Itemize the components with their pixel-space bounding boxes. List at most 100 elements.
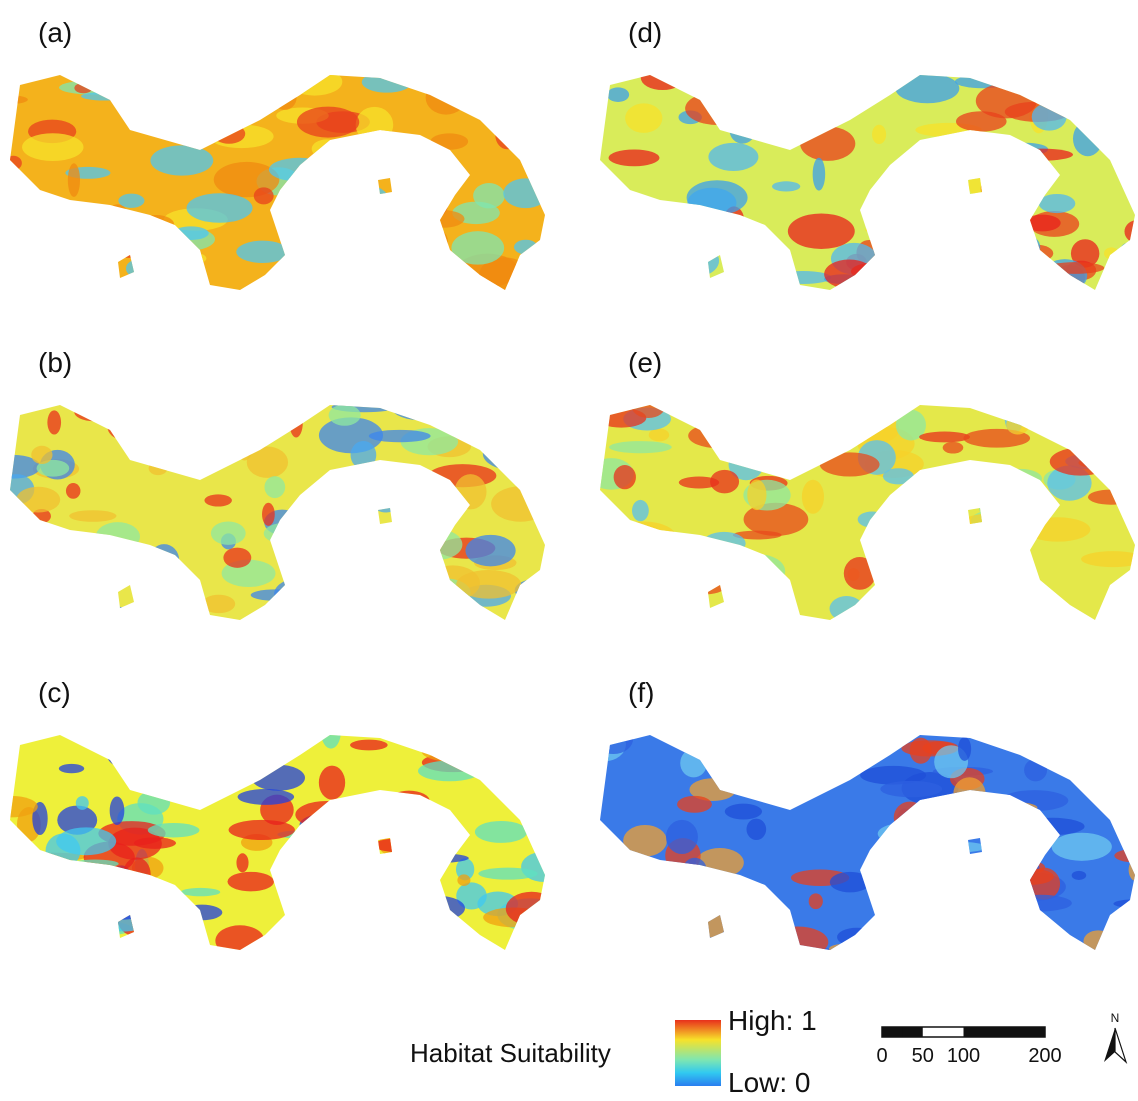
map-patch [907,251,971,270]
map-patch [926,228,942,245]
map-patch [915,947,933,959]
map-patch [943,234,964,254]
map-panel: (b) [0,347,565,634]
map-panel: (c) [0,677,566,960]
map-patch [365,267,399,295]
map-patch [1113,434,1138,451]
map-patch [412,529,462,560]
map-patch [270,926,337,958]
map-patch [269,158,330,182]
map-patch [280,560,321,579]
map-patch [289,408,302,438]
map-patch [1083,930,1113,952]
map-patch [398,871,425,881]
map-patch [59,764,84,773]
map-patch [685,92,751,125]
map-patch [350,740,388,751]
map-patch [22,133,83,161]
map-patch [720,227,747,236]
map-patch [1104,247,1119,259]
map-patch [952,601,974,610]
map-patch [90,899,155,931]
map-patch [365,903,395,930]
map-patch [874,199,893,227]
map-patch [960,561,977,585]
habitat-map [0,383,565,634]
map-patch [514,240,538,255]
map-patch [858,511,887,527]
map-patch [59,80,127,94]
map-patch [334,485,372,496]
map-patch [451,412,476,439]
map-patch [320,230,339,247]
map-patch [837,928,876,947]
scale-bar: 050100200 [876,1027,1061,1067]
map-patch [1032,103,1067,131]
map-patch [1108,587,1138,612]
map-patch [616,283,668,297]
map-patch [506,892,558,926]
map-patch [321,218,383,250]
map-patch [96,522,140,551]
map-patch [781,747,825,764]
map-patch [414,896,465,920]
map-patch [824,70,837,105]
map-patch [1020,818,1084,835]
map-patch [901,565,958,575]
map-patch [592,523,630,538]
map-patch [342,549,407,576]
map-patch [1030,166,1051,175]
map-patch [457,874,470,886]
map-patch [681,571,738,583]
map-patch [517,455,531,484]
map-patch [422,741,484,762]
map-patch [980,174,1044,203]
map-patch [875,541,891,577]
map-patch [924,842,987,853]
map-patch [602,526,637,548]
map-patch [514,412,536,421]
map-patch [262,503,275,526]
map-patch [392,476,443,486]
map-patch [627,203,655,211]
map-patch [466,278,494,292]
map-patch [251,765,305,791]
map-patch [809,722,843,744]
map-patch [367,586,389,602]
legend-low: Low: 0 [728,1067,811,1096]
map-patch [809,893,823,909]
map-patch [81,92,128,100]
map-patch [943,172,967,187]
map-patch [649,429,670,442]
map-patch [299,542,317,555]
map-patch [656,533,704,545]
map-patch [733,554,785,588]
map-patch [1117,243,1138,278]
map-patch [607,87,629,102]
map-patch [963,513,1020,531]
map-patch [0,888,27,901]
map-patch [376,542,426,566]
map-patch [329,405,361,426]
map-patch [900,889,933,916]
map-patch [666,820,698,854]
map-patch [402,853,469,863]
map-patch [397,200,415,209]
map-patch [949,484,1008,502]
map-patch [877,499,937,532]
map-patch [690,211,737,243]
map-patch [181,888,220,896]
map-patch [337,236,362,269]
map-patch [631,207,691,224]
map-patch [312,139,343,158]
map-patch [451,231,504,264]
map-patch [137,791,170,815]
map-patch [236,853,248,872]
map-patch [1024,215,1061,232]
map-patch [470,71,497,95]
map-patch [237,435,253,461]
map-patch [483,437,549,471]
map-patch [1072,871,1087,880]
map-patch [800,126,855,160]
map-patch [746,766,768,799]
